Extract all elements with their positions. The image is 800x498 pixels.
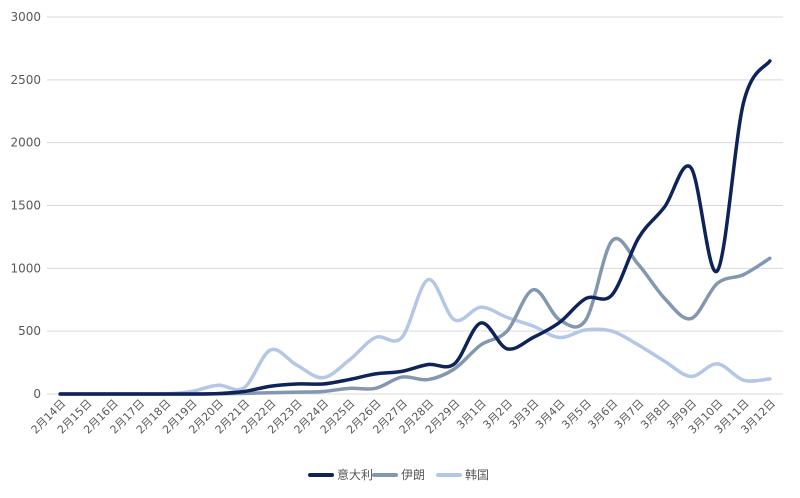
y-tick-label: 3000 — [10, 10, 41, 24]
series-line-意大利 — [58, 59, 772, 396]
legend-label: 韩国 — [465, 467, 489, 482]
y-tick-label: 1000 — [10, 261, 41, 275]
series-line-伊朗 — [58, 236, 772, 396]
y-tick-label: 2000 — [10, 136, 41, 150]
y-tick-label: 1500 — [10, 199, 41, 213]
legend: 意大利 伊朗 韩国 — [308, 467, 489, 482]
y-axis-ticks: 0 500 1000 1500 2000 2500 3000 — [10, 10, 41, 401]
series-lines — [58, 59, 772, 396]
legend-label: 意大利 — [337, 467, 373, 482]
y-tick-label: 0 — [33, 387, 41, 401]
legend-label: 伊朗 — [401, 468, 425, 482]
gridlines — [47, 16, 783, 395]
y-tick-label: 2500 — [10, 73, 41, 87]
y-tick-label: 500 — [18, 324, 41, 338]
x-axis-ticks: 2月14日2月15日2月16日2月17日2月18日2月19日2月20日2月21日… — [29, 397, 778, 437]
